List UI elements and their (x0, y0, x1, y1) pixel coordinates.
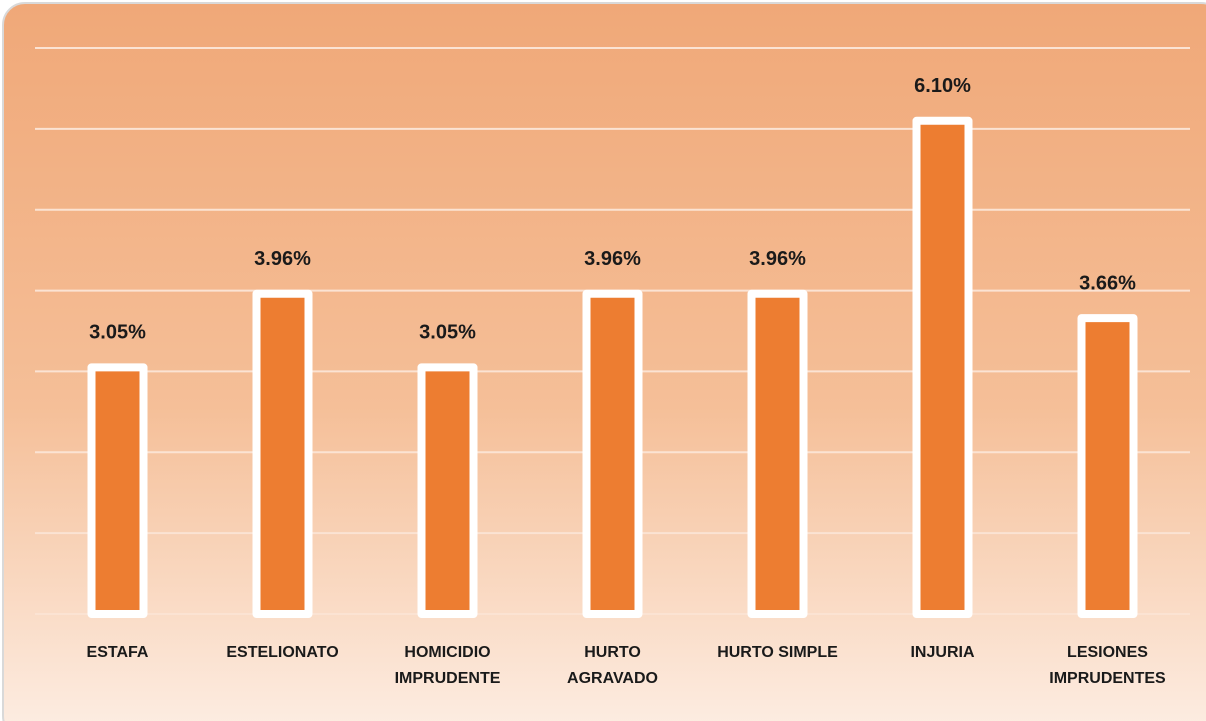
data-label: 3.66% (1079, 272, 1136, 294)
x-tick-label: HOMICIDIO IMPRUDENTE (394, 644, 501, 687)
data-label: 3.96% (254, 248, 311, 270)
data-label: 3.05% (89, 322, 146, 344)
data-label: 3.96% (584, 248, 641, 270)
bar (1077, 314, 1138, 618)
bar (582, 289, 643, 618)
bar (747, 289, 808, 618)
bar (417, 363, 478, 618)
x-tick-label: INJURIA (910, 644, 975, 661)
data-label: 3.96% (749, 248, 806, 270)
bar (252, 289, 313, 618)
x-tick-label: LESIONES IMPRUDENTES (1049, 644, 1166, 687)
x-tick-label: HURTO AGRAVADO (567, 644, 658, 687)
bar (912, 116, 973, 619)
data-label: 3.05% (419, 322, 476, 344)
data-label: 6.10% (914, 75, 971, 97)
x-tick-label: ESTAFA (86, 644, 149, 661)
x-tick-label: ESTELIONATO (226, 644, 339, 661)
bar (87, 363, 148, 618)
x-tick-label: HURTO SIMPLE (717, 644, 838, 661)
